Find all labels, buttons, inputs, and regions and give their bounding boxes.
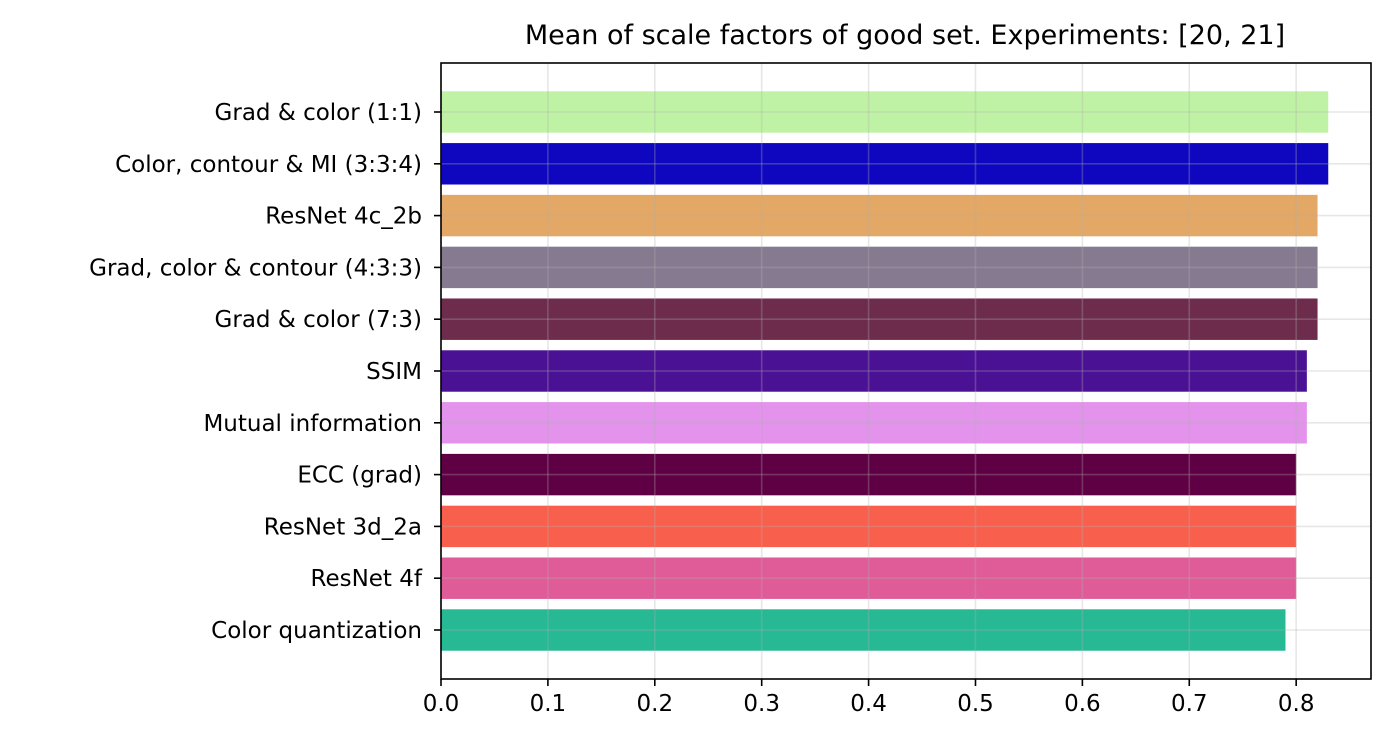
x-tick-label: 0.1 [530, 691, 567, 717]
bar [441, 91, 1329, 133]
x-tick-label: 0.5 [957, 691, 994, 717]
x-tick-label: 0.0 [423, 691, 460, 717]
bar [441, 246, 1318, 289]
x-tick-label: 0.8 [1278, 691, 1315, 717]
axes-frame [440, 62, 1372, 680]
bars [441, 91, 1329, 651]
bar [441, 609, 1286, 651]
bar [441, 557, 1297, 599]
bar [441, 453, 1297, 496]
grid [440, 63, 1371, 679]
bar [441, 505, 1297, 548]
x-tick-label: 0.6 [1064, 691, 1101, 717]
y-tick-label: Grad & color (7:3) [215, 307, 422, 333]
y-tick-label: Grad & color (1:1) [215, 100, 422, 126]
x-tick-label: 0.7 [1171, 691, 1208, 717]
x-tick-label: 0.3 [743, 691, 780, 717]
y-tick-label: ResNet 4c_2b [265, 204, 422, 230]
bar [441, 350, 1307, 392]
x-tick-label: 0.4 [850, 691, 887, 717]
chart-title: Mean of scale factors of good set. Exper… [525, 20, 1285, 51]
y-tick-label: Grad, color & contour (4:3:3) [89, 255, 422, 281]
x-tick-label: 0.2 [637, 691, 674, 717]
y-tick-label: Mutual information [203, 411, 422, 437]
y-tick-label: Color quantization [211, 618, 422, 644]
y-tick-label: ECC (grad) [297, 463, 422, 489]
y-tick-label: Color, contour & MI (3:3:4) [115, 152, 422, 178]
x-axis: 0.0 0.1 0.2 0.3 0.4 0.5 0.6 0.7 0.8 [423, 679, 1315, 717]
y-tick-label: ResNet 4f [311, 566, 423, 592]
y-axis: Grad & color (1:1) Color, contour & MI (3… [89, 100, 441, 644]
y-tick-label: ResNet 3d_2a [264, 514, 422, 540]
bar [441, 194, 1318, 237]
bar [441, 298, 1318, 340]
bar [441, 143, 1329, 185]
bar [441, 402, 1307, 444]
y-tick-label: SSIM [366, 359, 422, 385]
